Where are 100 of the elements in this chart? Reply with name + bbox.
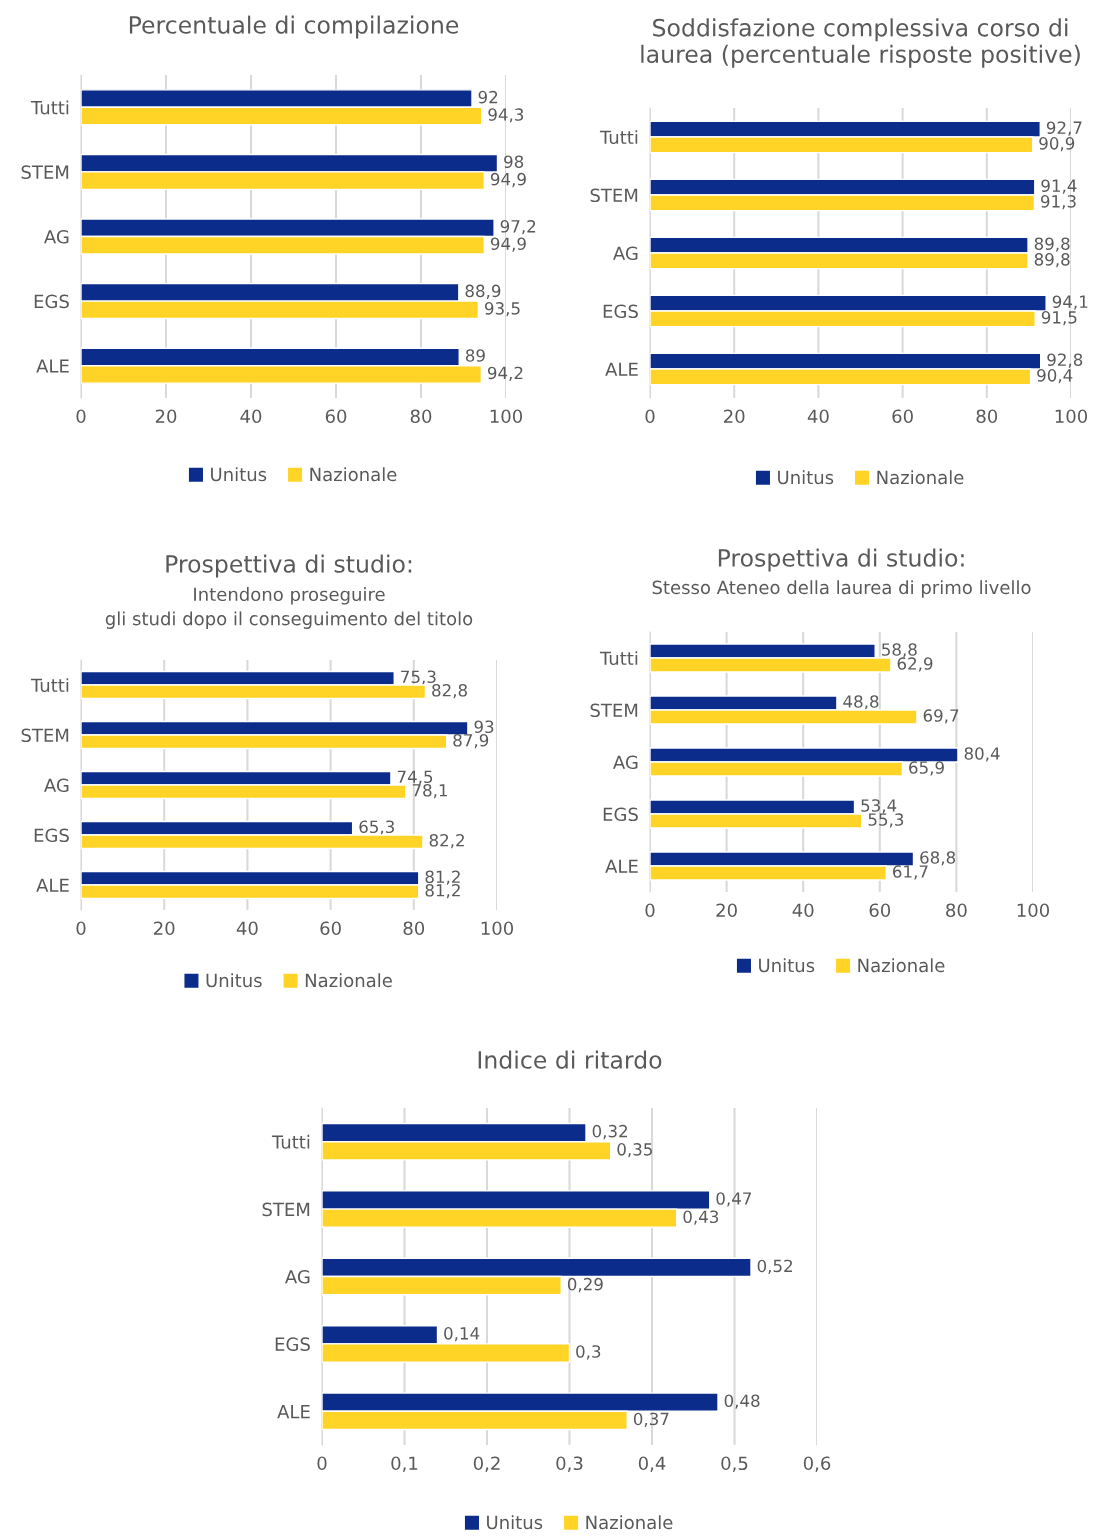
y-tick-label: ALE (277, 1405, 310, 1419)
x-tick-label: 20 (154, 921, 175, 936)
data-label: 58,8 (882, 643, 917, 658)
data-label: 0,52 (757, 1259, 792, 1274)
data-label: 0,29 (567, 1277, 603, 1293)
legend-label: Nazionale (586, 1515, 673, 1530)
data-label: 0,48 (724, 1394, 760, 1409)
data-label: 91,5 (1041, 311, 1077, 326)
y-tick-label: STEM (590, 188, 638, 203)
y-tick-label: EGS (603, 304, 638, 319)
data-label: 90,4 (1037, 369, 1073, 384)
data-label: 80,4 (964, 747, 1000, 762)
data-label: 98 (504, 155, 524, 169)
y-tick-label: STEM (21, 165, 69, 180)
chart-title: Percentuale di compilazione (129, 15, 459, 39)
data-label: 82,2 (429, 833, 464, 849)
x-tick-label: 20 (716, 903, 737, 918)
data-label: 93 (474, 720, 494, 734)
x-tick-label: 0,3 (556, 1456, 583, 1472)
data-label: 0,43 (683, 1210, 719, 1225)
y-tick-label: ALE (605, 859, 638, 873)
data-label: 92 (478, 90, 498, 104)
chart-title: Prospettiva di studio: (718, 548, 964, 572)
data-label: 62,9 (897, 657, 933, 672)
y-tick-label: Tutti (599, 130, 638, 145)
data-label: 78,1 (412, 783, 448, 799)
y-tick-label: ALE (605, 362, 638, 376)
data-label: 91,3 (1040, 195, 1076, 210)
legend-label: Nazionale (858, 958, 945, 973)
data-label: 48,8 (843, 695, 879, 710)
x-tick-label: 0,4 (638, 1456, 666, 1472)
x-tick-label: 40 (792, 903, 814, 918)
data-label: 94,9 (490, 172, 526, 188)
legend-label: Unitus (211, 467, 267, 482)
x-tick-label: 0 (76, 409, 86, 424)
legend-label: Unitus (487, 1515, 543, 1530)
data-label: 94,2 (487, 366, 523, 381)
data-label: 91,4 (1041, 179, 1077, 194)
data-label: 88,9 (465, 284, 501, 299)
x-tick-label: 100 (1055, 409, 1088, 424)
data-label: 81,2 (425, 883, 460, 899)
y-tick-label: EGS (603, 807, 638, 822)
x-tick-label: 0,2 (473, 1456, 500, 1472)
chart-title: Soddisfazione complessiva corso di laurea (percentuale risposte positive) (641, 18, 1080, 68)
data-label: 61,7 (893, 865, 928, 880)
data-label: 93,5 (484, 302, 520, 317)
y-tick-label: ALE (36, 878, 69, 892)
legend-label: Unitus (778, 470, 834, 485)
chart-title: Prospettiva di studio: (166, 554, 412, 578)
data-label: 89,8 (1034, 253, 1070, 268)
x-tick-label: 60 (892, 409, 913, 424)
y-tick-label: ALE (36, 359, 69, 373)
x-tick-label: 0 (645, 409, 655, 424)
data-label: 53,4 (861, 799, 897, 814)
y-tick-label: AG (613, 246, 638, 261)
y-tick-label: AG (613, 755, 638, 770)
data-label: 75,3 (401, 670, 436, 685)
data-label: 0,14 (444, 1327, 480, 1342)
data-label: 89,8 (1034, 237, 1070, 252)
y-tick-label: Tutti (30, 100, 69, 115)
x-tick-label: 80 (410, 409, 432, 424)
x-tick-label: 80 (403, 921, 425, 936)
data-label: 0,32 (592, 1124, 627, 1140)
data-label: 74,5 (397, 770, 433, 785)
data-label: 0,3 (576, 1345, 601, 1360)
legend-label: Nazionale (305, 973, 392, 988)
data-label: 94,3 (488, 108, 524, 123)
legend-label: Unitus (759, 958, 815, 973)
y-tick-label: AG (44, 778, 69, 793)
data-label: 82,8 (432, 683, 467, 699)
x-tick-label: 40 (807, 409, 829, 424)
x-tick-label: 40 (236, 921, 258, 936)
x-tick-label: 20 (724, 409, 745, 424)
x-tick-label: 0,6 (803, 1456, 831, 1472)
data-label: 87,9 (453, 733, 489, 749)
x-tick-label: 100 (481, 921, 514, 936)
x-tick-label: 100 (1017, 903, 1050, 918)
data-label: 89 (465, 349, 485, 362)
x-tick-label: 0,5 (721, 1456, 748, 1472)
data-label: 94,1 (1052, 295, 1088, 310)
x-tick-label: 0 (76, 921, 86, 936)
data-label: 92,8 (1047, 353, 1083, 368)
data-label: 81,2 (425, 870, 460, 885)
data-label: 90,9 (1039, 137, 1075, 152)
x-tick-label: 60 (320, 921, 341, 936)
y-tick-label: AG (44, 229, 69, 244)
x-tick-label: 60 (325, 409, 347, 424)
x-tick-label: 40 (240, 409, 262, 424)
x-tick-label: 0 (317, 1456, 327, 1471)
data-label: 0,35 (617, 1143, 652, 1158)
x-tick-label: 0,1 (391, 1456, 418, 1472)
data-label: 69,7 (923, 709, 959, 724)
y-tick-label: STEM (262, 1202, 310, 1217)
x-tick-label: 80 (976, 409, 998, 424)
data-label: 65,3 (359, 820, 394, 835)
chart-subtitle: Intendono proseguire gli studi dopo il conseguimento del titolo (105, 587, 473, 629)
x-tick-label: 20 (155, 409, 177, 424)
data-label: 92,7 (1046, 121, 1082, 136)
y-tick-label: Tutti (599, 651, 638, 666)
y-tick-label: EGS (275, 1337, 310, 1352)
